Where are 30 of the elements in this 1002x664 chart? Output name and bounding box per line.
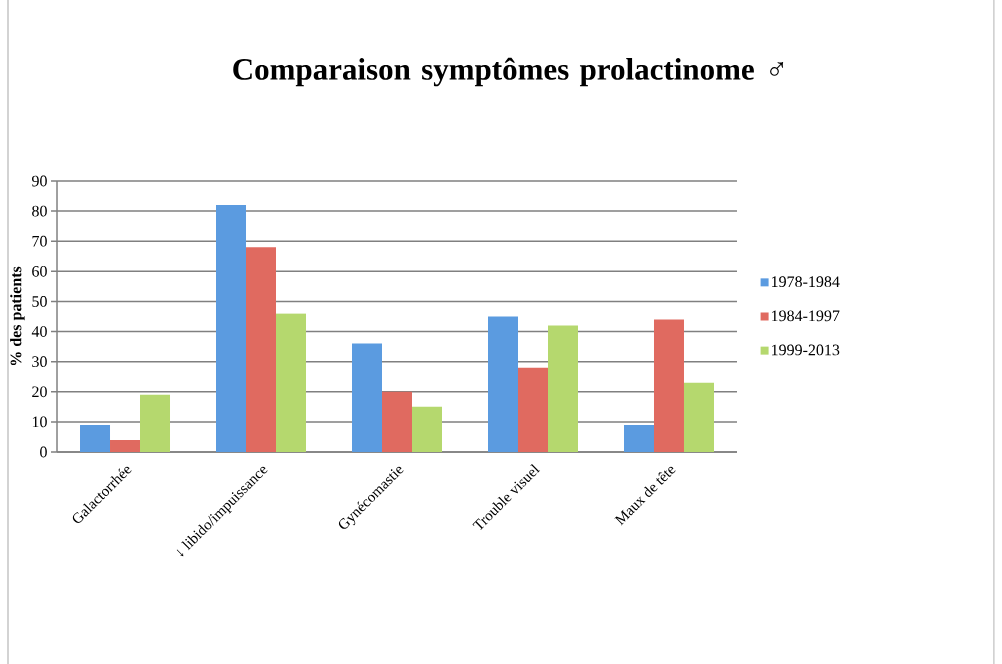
legend-label: 1984-1997 [772, 310, 840, 322]
bar [654, 319, 684, 452]
y-tick-label: 40 [31, 326, 47, 337]
y-tick-label: 10 [32, 416, 47, 428]
bar [488, 316, 518, 452]
y-axis-title: % des patients [10, 266, 25, 366]
bar [352, 343, 382, 452]
y-tick-label: 20 [32, 386, 47, 398]
y-tick-label: 0 [40, 446, 47, 458]
bar [276, 313, 307, 452]
chart-title: Comparaison symptômes prolactinome ♂ [233, 57, 784, 87]
bar [518, 367, 548, 452]
bar [624, 424, 654, 452]
bar [683, 382, 714, 452]
bar [140, 394, 171, 452]
bar [216, 205, 247, 452]
y-tick-label: 60 [32, 265, 47, 277]
y-tick-label: 30 [32, 356, 47, 368]
bar [412, 406, 442, 452]
legend-label: 1978-1984 [772, 276, 840, 288]
legend-label: 1999-2013 [772, 344, 840, 356]
bar [548, 325, 578, 452]
y-tick-label: 70 [32, 235, 47, 247]
bar [382, 391, 412, 452]
bar [246, 247, 276, 452]
y-tick-label: 80 [32, 205, 47, 217]
bar [110, 439, 141, 452]
y-tick-label: 90 [31, 175, 47, 187]
y-tick-label: 50 [32, 296, 47, 307]
bar [80, 424, 111, 452]
